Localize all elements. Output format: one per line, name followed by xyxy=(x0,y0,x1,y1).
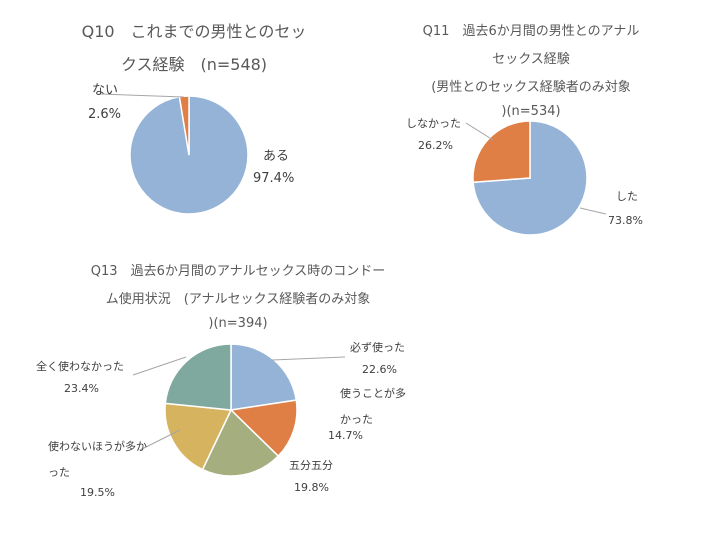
pie-slice-4 xyxy=(164,402,233,471)
leader-line-1 xyxy=(99,93,185,98)
leader-line-2 xyxy=(579,207,607,215)
slice-label-value: 23.4% xyxy=(64,382,99,395)
chart-title-line: クス経験 (n=548) xyxy=(120,55,268,74)
slice-label-category: 必ず使った xyxy=(350,341,405,354)
slice-label-value: 26.2% xyxy=(418,139,453,152)
slice-label-value: 19.8% xyxy=(294,481,329,494)
leader-line-1 xyxy=(465,122,494,141)
leader-line-2 xyxy=(271,356,346,361)
slice-label-value: 19.5% xyxy=(80,486,115,499)
chart-title-line: )(n=534) xyxy=(501,104,561,119)
pie-slice-5 xyxy=(164,343,232,411)
chart-title-line: Q10 これまでの男性とのセッ xyxy=(81,22,307,41)
slice-label-value: 97.4% xyxy=(253,171,295,186)
chart-title-line: Q11 過去6か月間の男性とのアナル xyxy=(422,24,640,39)
slice-label-value: 22.6% xyxy=(362,363,397,376)
slice-label-category: 使うことが多かった xyxy=(340,387,406,426)
slice-label-category: 五分五分 xyxy=(289,459,333,472)
slice-label-value: 2.6% xyxy=(88,107,122,122)
slice-label-category: ある xyxy=(263,149,290,164)
pie-slice-3 xyxy=(201,408,280,477)
pie-slice-1 xyxy=(230,343,298,411)
chart-title-line: Q13 過去6か月間のアナルセックス時のコンドー xyxy=(90,264,386,279)
leader-line-3 xyxy=(139,429,181,451)
slice-label-category: 使わないほうが多かった xyxy=(48,440,147,479)
leader-line-1 xyxy=(132,356,187,376)
pie-slice-2 xyxy=(229,399,298,458)
slice-label-value: 14.7% xyxy=(328,429,363,442)
pie-slice-2 xyxy=(472,120,531,184)
slice-label-value: 73.8% xyxy=(608,214,643,227)
slice-label-category: 全く使わなかった xyxy=(36,360,124,373)
chart-title-line: ム使用状況 (アナルセックス経験者のみ対象 xyxy=(105,292,371,307)
slice-label-category: しなかった xyxy=(406,117,461,130)
chart-title-line: (男性とのセックス経験者のみ対象 xyxy=(431,80,631,95)
slice-label-category: ない xyxy=(92,83,119,98)
chart-title-line: セックス経験 xyxy=(492,52,570,67)
slice-label-category: した xyxy=(616,190,638,203)
chart-title-line: )(n=394) xyxy=(208,316,268,331)
